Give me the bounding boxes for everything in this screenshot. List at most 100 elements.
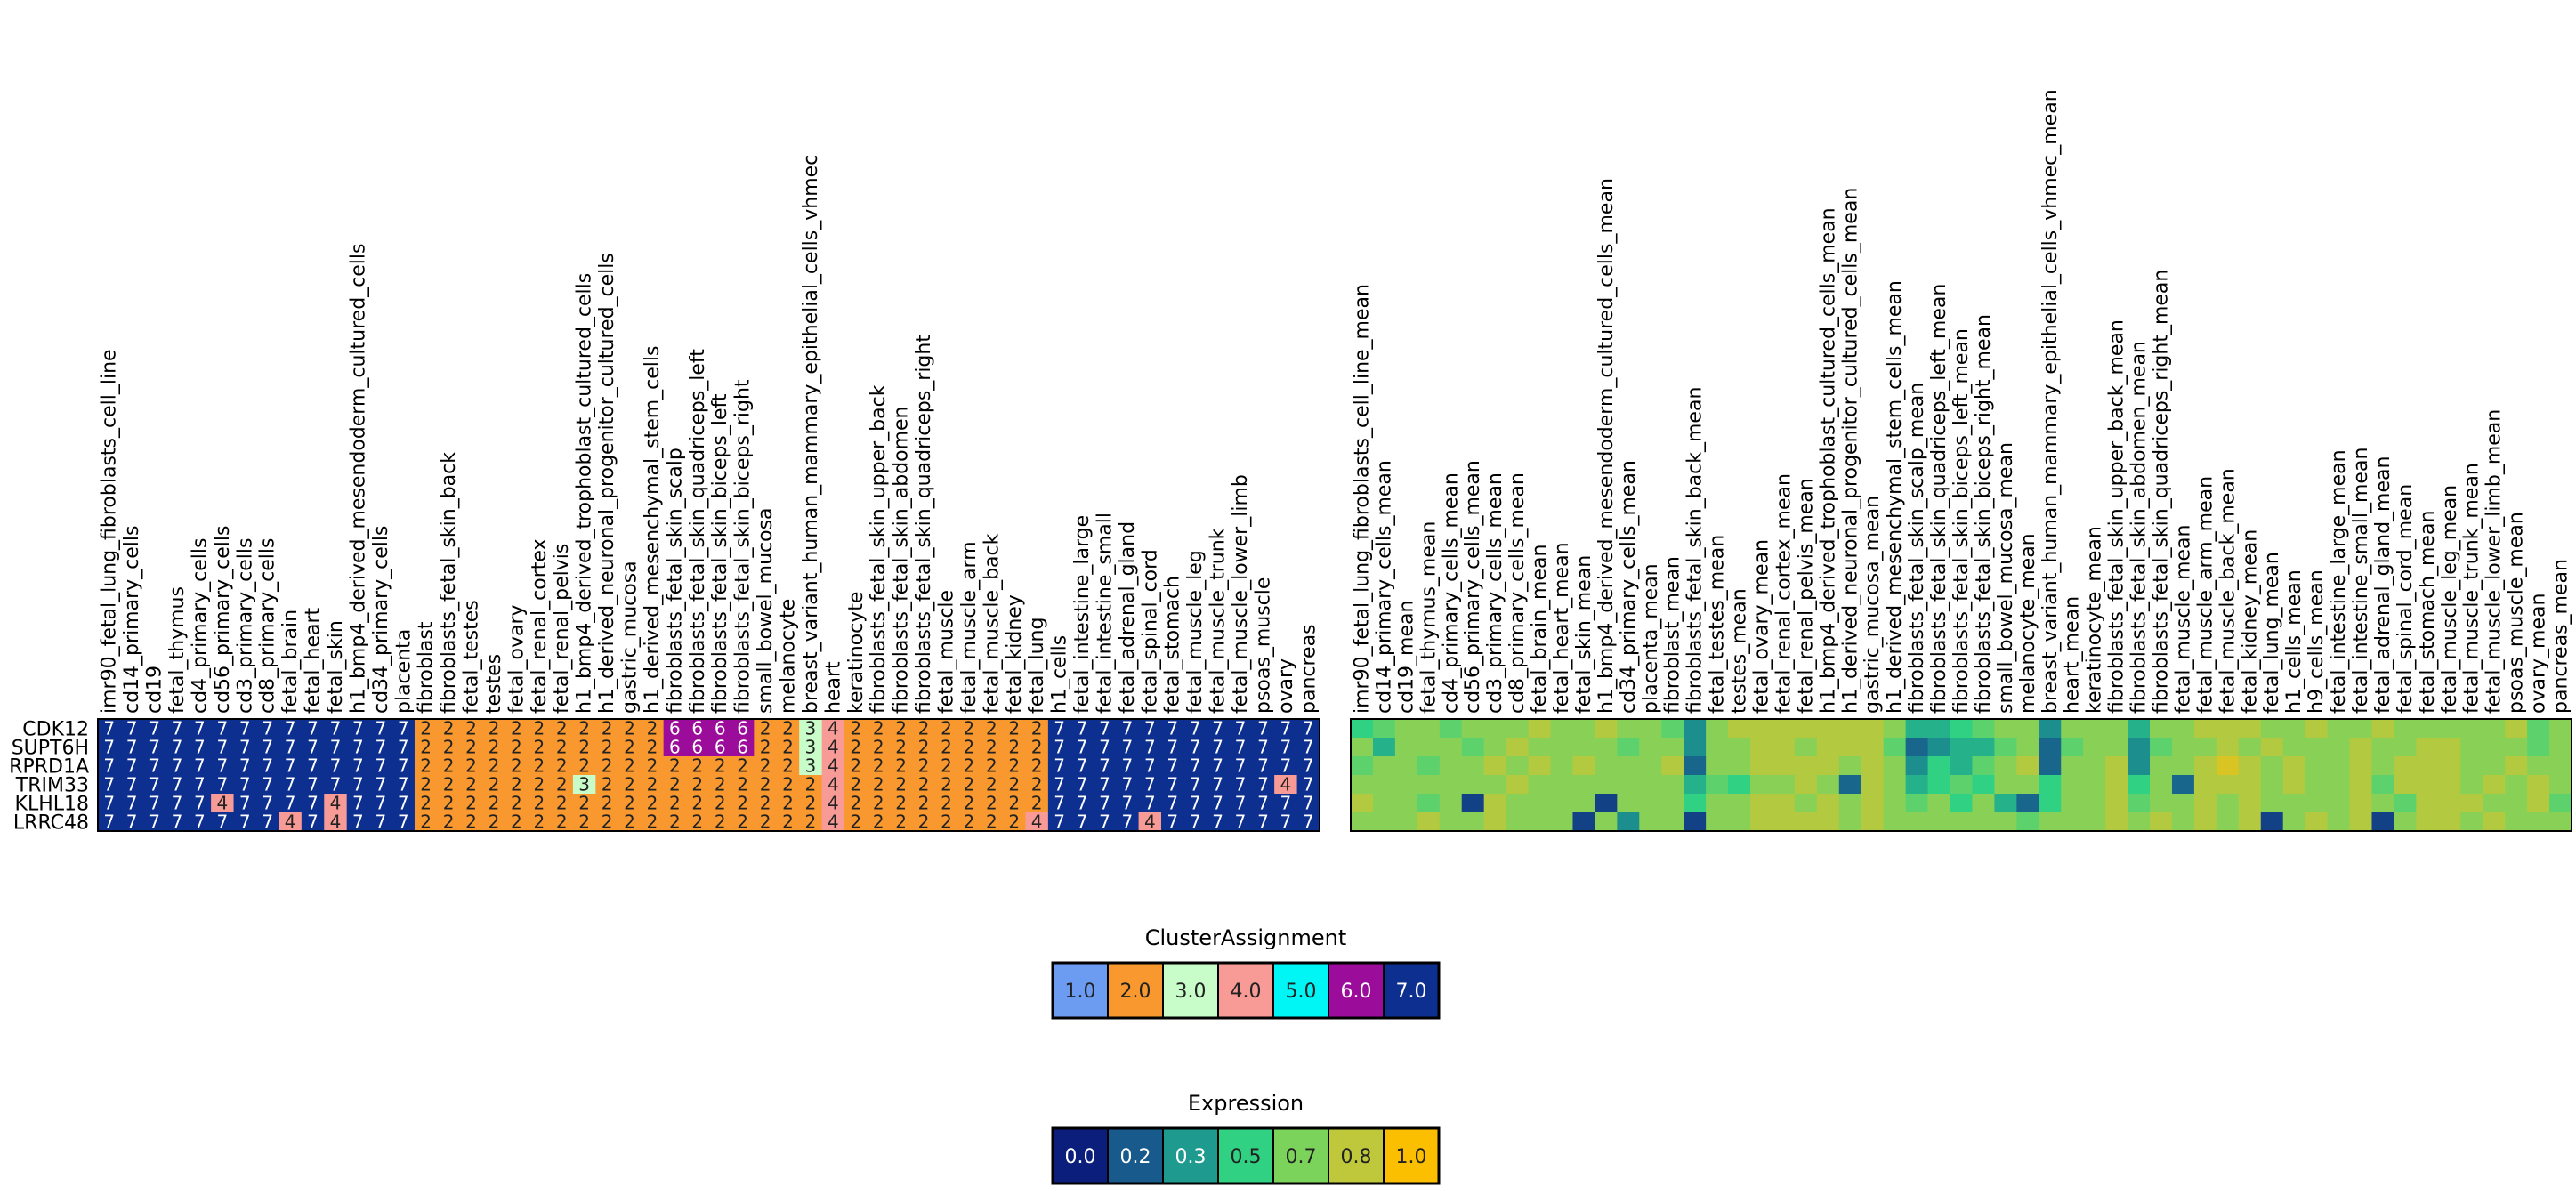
- cluster-cell-value: 2: [873, 755, 884, 777]
- cluster-cell-value: 2: [443, 755, 455, 777]
- cluster-cell: [641, 738, 665, 757]
- cluster-cell-value: 7: [1280, 793, 1291, 814]
- expression-cell: [1394, 719, 1418, 739]
- cluster-column-label: fetal_spinal_cord: [1139, 549, 1161, 714]
- expression-cell: [1550, 794, 1573, 813]
- expression-cell: [1750, 812, 1773, 832]
- cluster-cell: [731, 794, 755, 813]
- expression-column-label: pancreas_mean: [2550, 559, 2572, 714]
- expression-cell: [1661, 738, 1684, 757]
- expression-column-label: heart_mean: [2062, 596, 2084, 714]
- cluster-cell: [1161, 775, 1184, 795]
- expression-cell: [2171, 775, 2195, 795]
- cluster-cell-value: 2: [850, 812, 861, 833]
- cluster-column-label: fetal_thymus: [166, 586, 189, 714]
- expression-column-label: fetal_kidney_mean: [2239, 529, 2261, 714]
- cluster-cell-value: 4: [828, 793, 839, 814]
- cluster-cell-value: 2: [533, 774, 545, 795]
- cluster-cell-value: 7: [239, 737, 251, 758]
- cluster-cell-value: 7: [375, 755, 386, 777]
- expression-cell: [1838, 812, 1862, 832]
- expression-cell: [1351, 719, 1374, 739]
- cluster-cell-value: 2: [443, 737, 455, 758]
- cluster-cell-value: 2: [511, 737, 522, 758]
- cluster-cell: [1229, 775, 1253, 795]
- expression-cell: [1351, 794, 1374, 813]
- expression-cell: [1861, 756, 1885, 776]
- expression-cell: [2016, 812, 2039, 832]
- expression-cell: [2483, 738, 2506, 757]
- expression-cell: [2327, 775, 2351, 795]
- expression-column-label: fetal_renal_pelvis_mean: [1795, 478, 1817, 714]
- expression-cell: [1994, 812, 2017, 832]
- cluster-cell-value: 7: [1144, 737, 1156, 758]
- cluster-cell: [414, 756, 438, 776]
- expression-cell: [1528, 812, 1552, 832]
- expression-cell: [1461, 756, 1485, 776]
- cluster-cell: [437, 794, 461, 813]
- expression-cell: [2171, 812, 2195, 832]
- cluster-cell: [776, 794, 800, 813]
- cluster-cell-value: 7: [1099, 812, 1110, 833]
- cluster-cell: [618, 812, 642, 832]
- cluster-column-label: fibroblasts_fetal_skin_abdomen: [891, 407, 913, 715]
- expression-column-label: fetal_skin_mean: [1573, 555, 1595, 714]
- cluster-cell: [776, 719, 800, 739]
- cluster-cell: [572, 756, 596, 776]
- expression-cell: [2016, 775, 2039, 795]
- expression-legend-title: Expression: [1188, 1091, 1304, 1116]
- cluster-cell: [1138, 812, 1162, 832]
- cluster-cell-value: 7: [1122, 755, 1134, 777]
- cluster-cell: [166, 794, 190, 813]
- cluster-cell-value: 7: [307, 774, 319, 795]
- cluster-cell-value: 7: [307, 793, 319, 814]
- cluster-cell-value: 7: [172, 755, 183, 777]
- expression-cell: [1372, 794, 1396, 813]
- expression-cell: [2527, 812, 2550, 832]
- expression-cell: [2150, 812, 2173, 832]
- expression-column-label: fetal_brain_mean: [1529, 545, 1551, 714]
- cluster-cell: [957, 756, 981, 776]
- cluster-cell-value: 4: [828, 755, 839, 777]
- expression-cell: [2282, 794, 2306, 813]
- cluster-cell: [392, 812, 416, 832]
- cluster-cell: [346, 756, 370, 776]
- expression-cell: [1572, 719, 1595, 739]
- cluster-cell: [279, 738, 303, 757]
- cluster-cell: [572, 794, 596, 813]
- cluster-cell: [731, 812, 755, 832]
- expression-cell: [2105, 738, 2128, 757]
- legend-swatch-label: 0.5: [1231, 1146, 1262, 1168]
- expression-cell: [2061, 756, 2084, 776]
- cluster-cell: [821, 756, 845, 776]
- expression-cell: [1794, 719, 1818, 739]
- expression-cell: [2039, 775, 2062, 795]
- cluster-cell-value: 7: [375, 793, 386, 814]
- cluster-cell-value: 7: [239, 812, 251, 833]
- expression-cell: [2460, 756, 2483, 776]
- expression-cell: [2305, 719, 2329, 739]
- expression-cell: [2327, 738, 2351, 757]
- expression-cell: [2260, 738, 2284, 757]
- expression-cell: [1994, 794, 2017, 813]
- expression-cell: [1684, 738, 1707, 757]
- expression-cell: [2282, 812, 2306, 832]
- cluster-cell: [437, 738, 461, 757]
- cluster-cell: [211, 812, 235, 832]
- cluster-cell-value: 7: [1144, 755, 1156, 777]
- cluster-cell-value: 7: [194, 755, 206, 777]
- cluster-cell-value: 2: [918, 718, 930, 739]
- cluster-cell-value: 6: [715, 737, 726, 758]
- expression-cell: [1750, 756, 1773, 776]
- cluster-column-label: fetal_renal_cortex: [529, 538, 551, 714]
- cluster-cell: [1138, 756, 1162, 776]
- cluster-cell-value: 7: [1212, 812, 1223, 833]
- cluster-cell: [799, 738, 823, 757]
- cluster-cell: [98, 738, 121, 757]
- expression-cell: [2394, 812, 2417, 832]
- cluster-cell-value: 2: [737, 793, 748, 814]
- cluster-cell: [255, 775, 279, 795]
- cluster-cell-value: 4: [828, 718, 839, 739]
- cluster-cell: [754, 756, 778, 776]
